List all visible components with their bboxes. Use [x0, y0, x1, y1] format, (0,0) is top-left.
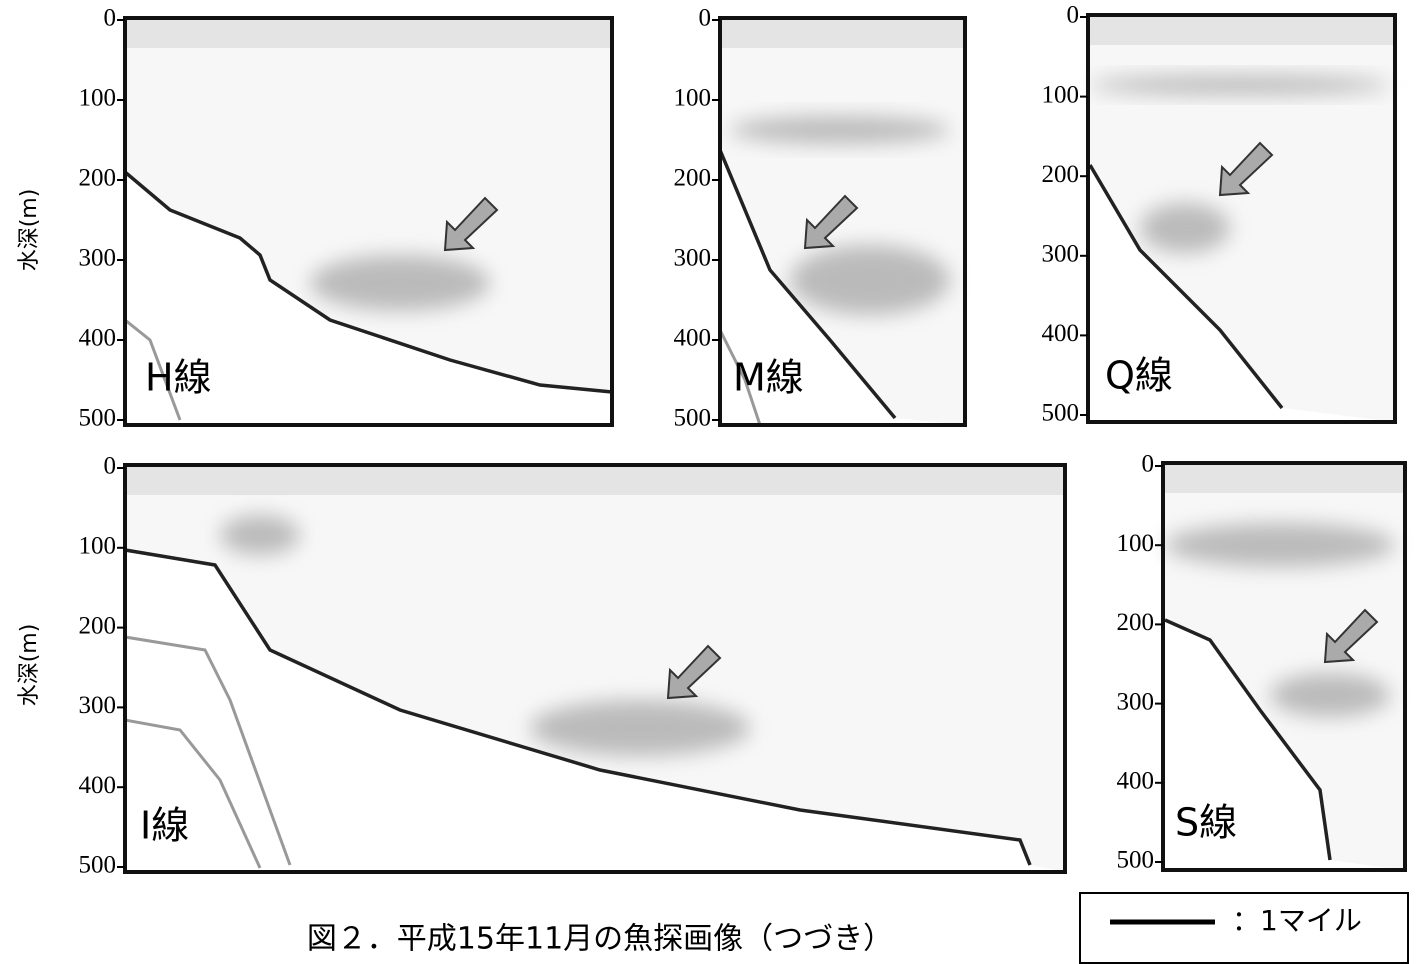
fish-school — [790, 245, 950, 315]
surface-band — [125, 465, 1065, 495]
y-axis-label: 水深(m) — [17, 624, 42, 707]
panel-label: S線 — [1175, 801, 1237, 845]
y-tick-label: 100 — [79, 533, 117, 560]
surface-band — [1163, 463, 1405, 493]
y-tick-label: 500 — [1117, 847, 1155, 874]
y-tick-label: 300 — [79, 692, 117, 719]
y-tick-label: 300 — [1042, 241, 1080, 268]
y-tick-label: 100 — [1117, 530, 1155, 557]
y-tick-label: 100 — [1042, 81, 1080, 108]
y-tick-label: 0 — [1142, 451, 1155, 478]
y-tick-label: 0 — [104, 5, 117, 32]
fish-school — [730, 116, 950, 144]
fish-school — [1270, 673, 1390, 717]
y-tick-label: 500 — [79, 852, 117, 879]
y-tick-label: 300 — [1117, 688, 1155, 715]
figure: 水深(m) 水深(m) 図２．平成15年11月の魚探画像（つづき） ：1マイル … — [0, 0, 1418, 964]
surface-band — [1088, 15, 1395, 45]
caption: 図２．平成15年11月の魚探画像（つづき） — [307, 922, 893, 957]
y-tick-label: 400 — [1117, 768, 1155, 795]
y-tick-label: 200 — [79, 165, 117, 192]
surface-band — [720, 18, 965, 48]
fish-school — [1140, 203, 1230, 253]
y-tick-label: 100 — [79, 85, 117, 112]
fish-school — [530, 700, 750, 756]
fish-school — [1090, 75, 1390, 95]
panel-label: M線 — [733, 356, 804, 400]
y-tick-label: 300 — [79, 245, 117, 272]
y-tick-label: 400 — [674, 325, 712, 352]
y-tick-label: 500 — [1042, 400, 1080, 427]
y-tick-label: 200 — [1042, 161, 1080, 188]
y-tick-label: 0 — [104, 453, 117, 480]
fish-school — [310, 255, 490, 311]
scale-label: ：1マイル — [1232, 904, 1362, 937]
y-tick-label: 0 — [699, 5, 712, 32]
panel-label: H線 — [145, 356, 212, 400]
y-tick-label: 100 — [674, 85, 712, 112]
y-tick-label: 400 — [1042, 320, 1080, 347]
y-tick-label: 200 — [79, 612, 117, 639]
y-tick-label: 400 — [79, 325, 117, 352]
fish-school — [220, 515, 300, 555]
y-axis-label: 水深(m) — [17, 189, 42, 272]
y-tick-label: 300 — [674, 245, 712, 272]
y-tick-label: 500 — [79, 405, 117, 432]
y-tick-label: 200 — [674, 165, 712, 192]
panel-label: I線 — [140, 804, 189, 848]
y-tick-label: 500 — [674, 405, 712, 432]
y-tick-label: 200 — [1117, 609, 1155, 636]
surface-band — [125, 18, 612, 48]
y-tick-label: 0 — [1067, 2, 1080, 29]
fish-school — [1165, 523, 1395, 567]
panel-label: Q線 — [1105, 354, 1173, 398]
y-tick-label: 400 — [79, 772, 117, 799]
